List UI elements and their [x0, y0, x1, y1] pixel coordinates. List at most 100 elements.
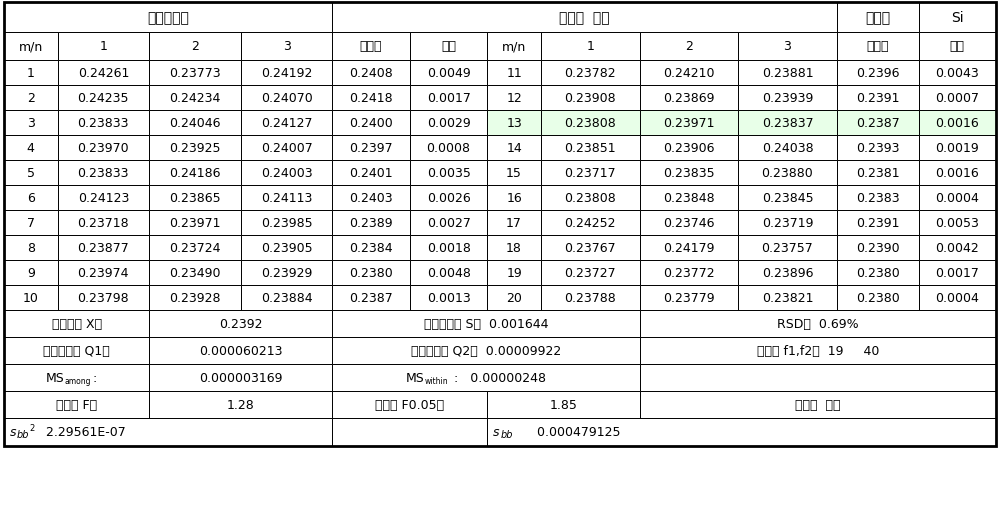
Text: 0.0008: 0.0008 — [427, 142, 471, 155]
Text: MS: MS — [46, 371, 65, 384]
Bar — [640, 111, 738, 136]
Bar — [487, 161, 541, 186]
Bar — [640, 136, 738, 161]
Bar — [332, 33, 410, 61]
Text: 0.23845: 0.23845 — [762, 191, 813, 205]
Bar — [837, 111, 918, 136]
Text: 16: 16 — [506, 191, 522, 205]
Bar — [332, 418, 487, 446]
Bar — [58, 286, 149, 310]
Text: 0.24179: 0.24179 — [663, 242, 715, 254]
Bar — [149, 236, 241, 261]
Text: 20: 20 — [506, 292, 522, 304]
Bar — [640, 310, 996, 337]
Bar — [487, 61, 541, 86]
Text: 0.2380: 0.2380 — [856, 292, 900, 304]
Bar — [58, 161, 149, 186]
Bar — [58, 261, 149, 286]
Bar — [332, 261, 410, 286]
Bar — [918, 286, 996, 310]
Bar — [4, 3, 332, 33]
Bar — [58, 111, 149, 136]
Text: 1: 1 — [27, 67, 35, 80]
Bar — [58, 33, 149, 61]
Bar — [4, 61, 58, 86]
Bar — [738, 286, 837, 310]
Bar — [58, 186, 149, 211]
Text: 0.23837: 0.23837 — [762, 117, 813, 130]
Bar — [241, 136, 332, 161]
Bar — [541, 261, 640, 286]
Text: :: : — [93, 371, 97, 384]
Bar — [541, 286, 640, 310]
Bar — [738, 33, 837, 61]
Text: 极差: 极差 — [441, 40, 456, 53]
Text: 0.2384: 0.2384 — [349, 242, 393, 254]
Text: 0.24113: 0.24113 — [261, 191, 312, 205]
Text: 0.0004: 0.0004 — [935, 292, 979, 304]
Bar — [640, 337, 996, 364]
Bar — [541, 211, 640, 236]
Bar — [149, 337, 332, 364]
Text: 2: 2 — [191, 40, 199, 53]
Bar — [4, 418, 332, 446]
Text: 0.23908: 0.23908 — [564, 92, 616, 105]
Text: 0.23906: 0.23906 — [663, 142, 715, 155]
Text: 0.23719: 0.23719 — [762, 216, 813, 230]
Bar — [487, 261, 541, 286]
Text: 0.24003: 0.24003 — [261, 166, 312, 180]
Text: 1: 1 — [586, 40, 594, 53]
Bar — [332, 3, 837, 33]
Bar — [640, 364, 996, 391]
Text: 0.2391: 0.2391 — [856, 216, 899, 230]
Bar — [4, 111, 58, 136]
Bar — [149, 61, 241, 86]
Bar — [640, 261, 738, 286]
Text: 3: 3 — [27, 117, 35, 130]
Bar — [241, 236, 332, 261]
Bar — [4, 391, 149, 418]
Bar — [149, 86, 241, 111]
Bar — [738, 261, 837, 286]
Bar — [837, 261, 918, 286]
Bar — [58, 236, 149, 261]
Bar — [149, 136, 241, 161]
Bar — [640, 61, 738, 86]
Bar — [918, 3, 996, 33]
Text: 0.2380: 0.2380 — [349, 267, 393, 279]
Text: 0.2400: 0.2400 — [349, 117, 393, 130]
Bar — [241, 61, 332, 86]
Bar — [541, 86, 640, 111]
Bar — [837, 161, 918, 186]
Text: 0.23985: 0.23985 — [261, 216, 312, 230]
Text: 0.23971: 0.23971 — [169, 216, 221, 230]
Text: 0.23835: 0.23835 — [663, 166, 715, 180]
Bar — [4, 236, 58, 261]
Text: m/n: m/n — [19, 40, 43, 53]
Text: 0.23788: 0.23788 — [564, 292, 616, 304]
Text: 0.000479125: 0.000479125 — [513, 426, 621, 439]
Text: 0.23490: 0.23490 — [169, 267, 221, 279]
Text: 0.23833: 0.23833 — [78, 117, 129, 130]
Text: 0.23971: 0.23971 — [663, 117, 715, 130]
Bar — [4, 86, 58, 111]
Text: 11: 11 — [506, 67, 522, 80]
Bar — [332, 286, 410, 310]
Bar — [487, 33, 541, 61]
Bar — [837, 286, 918, 310]
Text: 0.23821: 0.23821 — [762, 292, 813, 304]
Text: 0.2387: 0.2387 — [349, 292, 393, 304]
Bar — [918, 86, 996, 111]
Bar — [918, 136, 996, 161]
Text: 0.23865: 0.23865 — [169, 191, 221, 205]
Bar — [149, 33, 241, 61]
Text: m/n: m/n — [502, 40, 526, 53]
Text: 0.23974: 0.23974 — [78, 267, 129, 279]
Bar — [241, 161, 332, 186]
Text: 0.000060213: 0.000060213 — [199, 344, 282, 357]
Text: 0.0016: 0.0016 — [935, 117, 979, 130]
Bar — [738, 211, 837, 236]
Text: 1: 1 — [99, 40, 107, 53]
Bar — [149, 310, 332, 337]
Bar — [738, 61, 837, 86]
